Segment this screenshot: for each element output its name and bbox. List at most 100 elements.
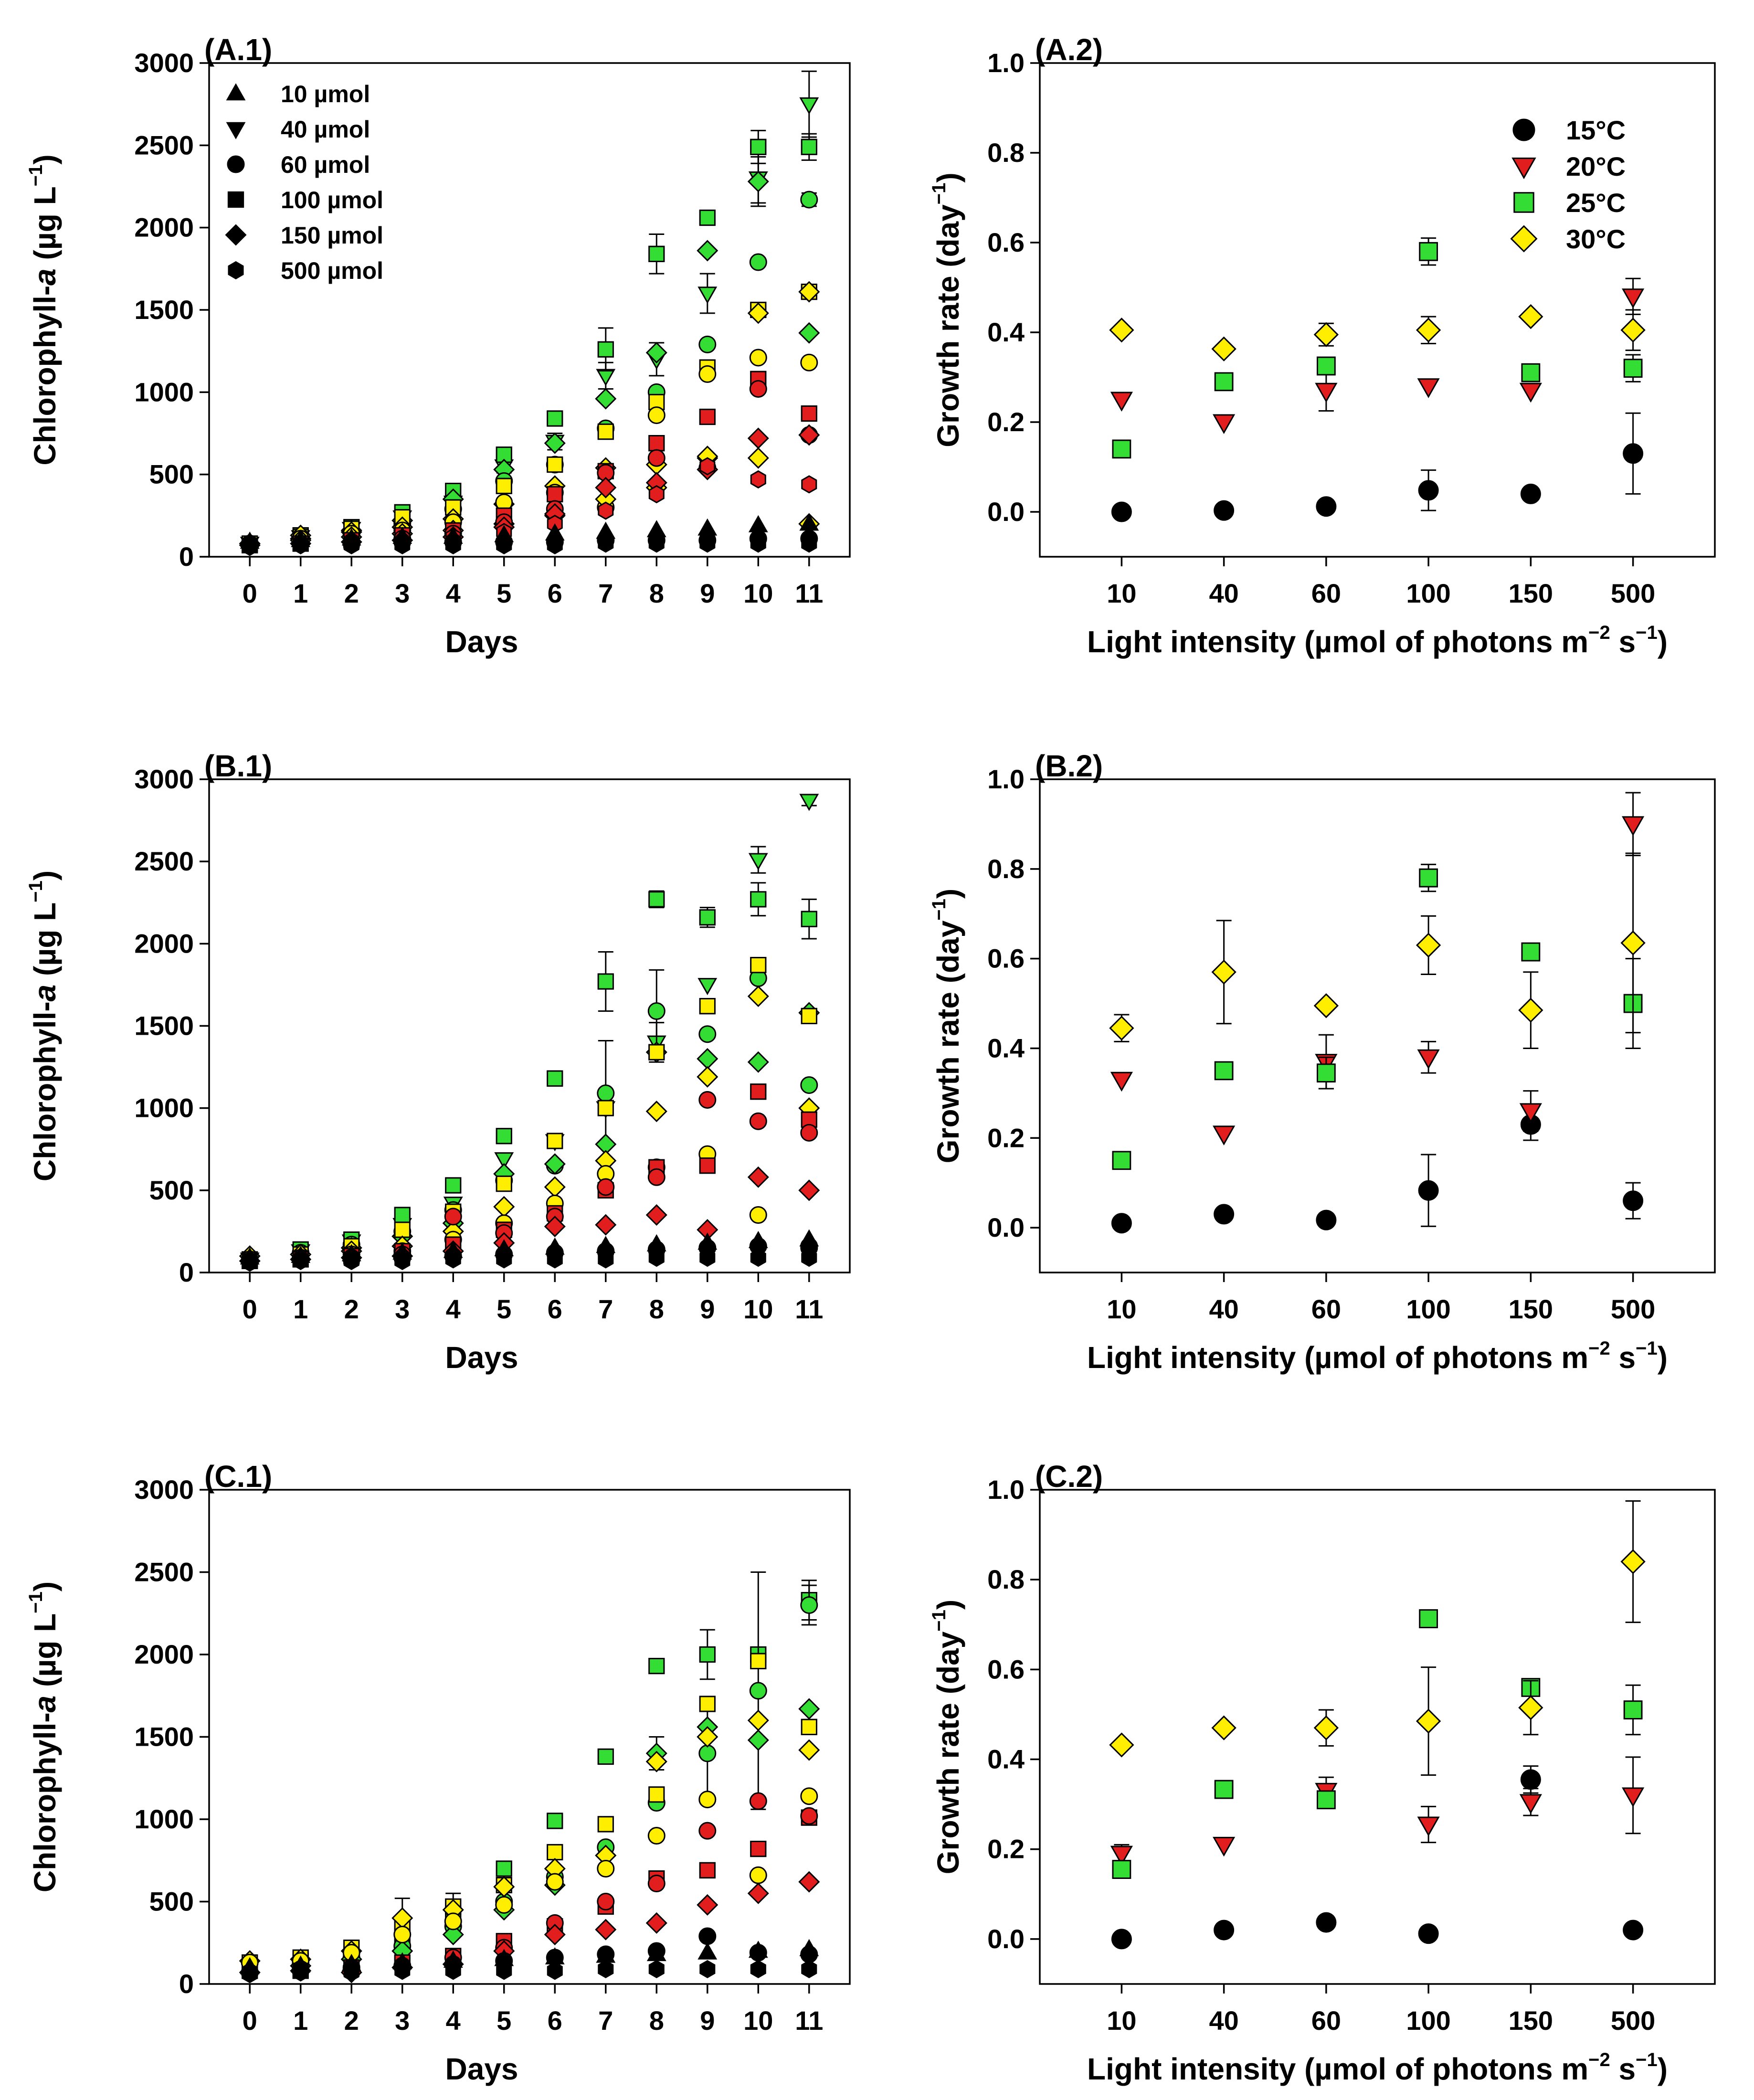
data-point	[747, 427, 769, 449]
data-series	[1109, 237, 1646, 522]
data-point	[749, 253, 767, 271]
y-tick-label: 0.8	[987, 1564, 1025, 1594]
data-point	[750, 1960, 766, 1979]
data-point	[1521, 942, 1541, 962]
data-point	[698, 1744, 717, 1762]
series	[1111, 1108, 1644, 1234]
data-point	[546, 1873, 564, 1891]
y-tick-label: 3000	[134, 1474, 194, 1505]
series	[242, 283, 817, 552]
data-point	[1419, 242, 1438, 261]
data-point	[494, 1152, 514, 1170]
x-tick-label: 8	[649, 578, 664, 608]
data-point	[1419, 868, 1438, 888]
data-point	[1620, 930, 1646, 955]
x-tick-label: 40	[1209, 1294, 1238, 1324]
data-point	[596, 369, 616, 386]
data-point	[1214, 1204, 1235, 1225]
data-point	[648, 485, 665, 504]
y-axis: 0.0 0.2 0.4 0.6 0.8 1.0	[987, 1474, 1040, 1954]
y-axis-label: Growth rate (day−1)	[929, 889, 965, 1163]
data-point	[597, 423, 614, 440]
data-point	[748, 515, 768, 532]
legend-label: 40 µmol	[281, 116, 370, 143]
data-point	[750, 1248, 766, 1267]
data-point	[496, 1128, 512, 1145]
series	[239, 1002, 820, 1272]
data-point	[1623, 1190, 1644, 1211]
data-point	[798, 1871, 820, 1893]
data-point	[801, 911, 817, 927]
data-point	[1519, 1103, 1542, 1123]
data-point	[647, 449, 666, 467]
legend: 10 µmol 40 µmol 60 µmol 100 µmol 150 µmol 500…	[225, 81, 383, 284]
data-point	[697, 978, 718, 996]
x-tick-label: 100	[1406, 2005, 1450, 2036]
data-point	[242, 538, 258, 556]
data-point	[648, 1786, 665, 1803]
x-tick-label: 500	[1611, 578, 1655, 608]
data-point	[1518, 1695, 1543, 1720]
data-point	[1211, 959, 1236, 985]
y-tick-label: 0.8	[987, 854, 1025, 884]
data-point	[496, 1175, 512, 1192]
data-point	[1111, 1213, 1132, 1234]
x-tick-label: 500	[1611, 1294, 1655, 1324]
data-point	[1418, 1180, 1439, 1201]
data-point	[747, 1051, 769, 1073]
x-tick-label: 10	[1107, 2005, 1136, 2036]
data-point	[1417, 1816, 1440, 1837]
x-axis: 0 1 2 3 4 5 6 7 8 9 10 11	[243, 1984, 823, 2036]
data-point	[747, 447, 769, 469]
data-point	[801, 405, 817, 422]
data-point	[749, 1206, 767, 1224]
data-point	[699, 1696, 716, 1712]
x-axis: 0 1 2 3 4 5 6 7 8 9 10 11	[243, 557, 823, 608]
x-axis: 10 40 60 100 150 500	[1107, 1273, 1655, 1324]
data-point	[242, 1253, 258, 1272]
data-point	[547, 456, 563, 473]
x-tick-label: 6	[548, 1294, 562, 1324]
series	[241, 1571, 818, 1982]
y-axis-label: Growth rate (day−1)	[929, 172, 965, 447]
legend-marker	[1510, 225, 1538, 253]
data-point	[699, 209, 716, 226]
data-point	[699, 534, 716, 553]
data-point	[1417, 378, 1440, 398]
data-point	[801, 1718, 817, 1735]
data-point	[698, 365, 717, 383]
data-point	[1313, 1715, 1339, 1740]
y-tick-label: 2500	[134, 130, 194, 160]
data-point	[496, 1962, 512, 1980]
data-point	[1110, 392, 1133, 412]
legend-label: 15°C	[1566, 115, 1626, 145]
y-tick-label: 1000	[134, 377, 194, 407]
y-axis-label: Chlorophyll-a (µg L−1)	[25, 870, 62, 1181]
data-series	[1109, 792, 1646, 1234]
x-tick-label: 1	[293, 2005, 308, 2036]
y-axis-label: Chlorophyll-a (µg L−1)	[25, 154, 62, 465]
data-point	[1112, 1151, 1131, 1170]
data-point	[597, 1178, 615, 1196]
data-point	[1622, 288, 1645, 308]
data-point	[749, 1943, 767, 1962]
data-point	[496, 446, 512, 463]
legend-marker	[226, 122, 246, 139]
data-point	[697, 1894, 719, 1916]
chart-c2: 0.0 0.2 0.4 0.6 0.8 1.0 10 40 60 100 150 500 (C.2) Li…	[929, 1459, 1716, 2086]
x-tick-label: 100	[1406, 578, 1450, 608]
data-point	[1316, 1912, 1337, 1933]
data-point	[442, 1923, 464, 1946]
x-axis-label: Light intensity (µmol of photons m−2 s−1…	[1087, 622, 1668, 659]
y-axis: 0.0 0.2 0.4 0.6 0.8 1.0	[987, 48, 1040, 527]
data-point	[647, 1827, 666, 1845]
chart-b2: 0.0 0.2 0.4 0.6 0.8 1.0 10 40 60 100 150 500 (B.2) Li…	[929, 749, 1716, 1375]
legend-label: 25°C	[1566, 188, 1626, 218]
data-point	[645, 1912, 667, 1934]
x-tick-label: 9	[700, 2005, 715, 2036]
data-point	[1211, 336, 1236, 361]
data-point	[496, 1860, 512, 1877]
series	[242, 1248, 817, 1272]
data-series	[239, 1571, 820, 1983]
data-point	[1623, 1920, 1644, 1941]
